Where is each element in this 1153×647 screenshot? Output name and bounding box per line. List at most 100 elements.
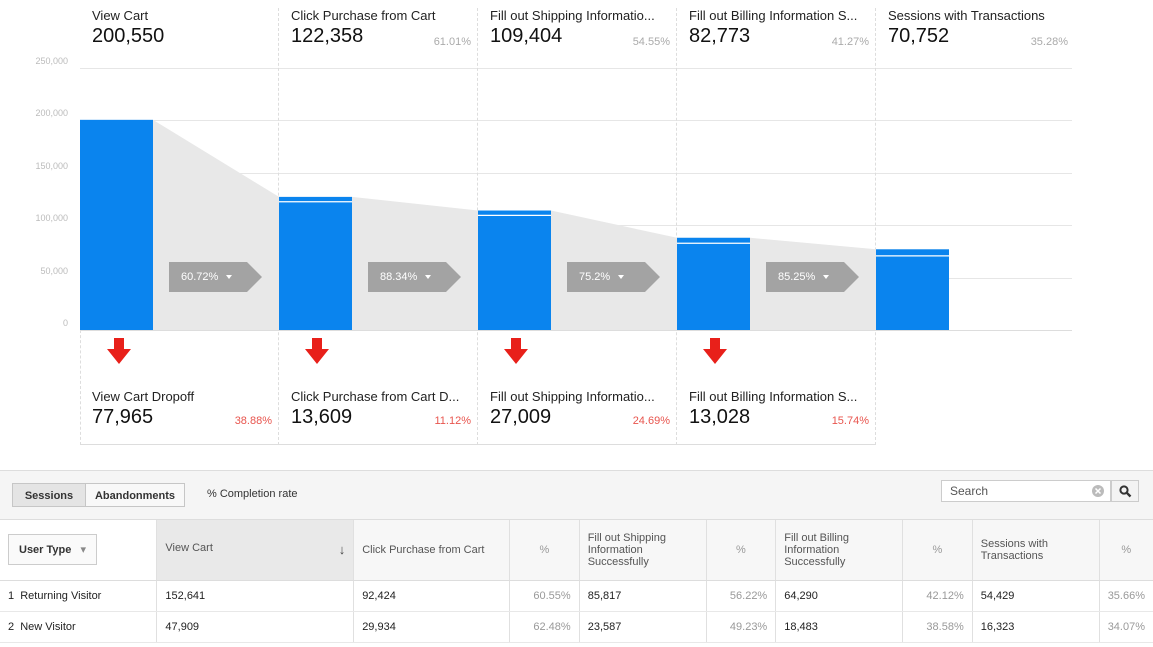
table-cell: 152,641 [156, 580, 355, 612]
column-header-percent[interactable]: % [1099, 520, 1153, 581]
funnel-bar[interactable] [677, 237, 750, 330]
dropoff-percent: 38.88% [234, 415, 272, 427]
table-cell: 60.55% [509, 580, 580, 612]
header-label: View Cart [165, 542, 213, 555]
stage-percent: 61.01% [433, 36, 471, 48]
column-header-percent[interactable]: % [902, 520, 973, 581]
dropoff-value: 13,028 [689, 406, 751, 428]
table-cell: 42.12% [902, 580, 973, 612]
y-tick: 50,000 [40, 266, 68, 276]
funnel-bar[interactable] [80, 119, 153, 330]
stage-name: Click Purchase from Cart [291, 8, 436, 23]
completion-rate-label[interactable]: % Completion rate [207, 488, 298, 500]
table-cell: 29,934 [353, 611, 511, 643]
stage-value: 82,773 [689, 25, 751, 47]
dropoff-arrow-icon [703, 338, 727, 364]
column-header[interactable]: Sessions with Transactions [972, 520, 1100, 581]
stage-value: 70,752 [888, 25, 950, 47]
chevron-right-icon [645, 262, 660, 292]
table-cell: 92,424 [353, 580, 511, 612]
table-cell: 16,323 [972, 611, 1100, 643]
row-label[interactable]: 1 Returning Visitor [0, 580, 158, 612]
table-cell: 49.23% [706, 611, 777, 643]
sessions-toggle[interactable]: Sessions [12, 483, 86, 507]
chevron-right-icon [844, 262, 859, 292]
gridline [80, 173, 1072, 174]
dropoff-card[interactable]: Fill out Shipping Informatio... 27,009 2… [478, 375, 676, 445]
dropoff-name: Fill out Billing Information S... [689, 389, 858, 404]
table-cell: 18,483 [775, 611, 904, 643]
table-toolbar: Sessions Abandonments % Completion rate … [0, 470, 1153, 520]
caret-down-icon [823, 275, 830, 280]
table-row: 2 New Visitor 47,909 29,934 62.48% 23,58… [0, 611, 1153, 643]
conversion-rate-value: 88.34% [380, 271, 418, 283]
stage-header: View Cart 200,550 [80, 8, 278, 68]
gridline [80, 68, 1072, 69]
dropoff-value: 77,965 [92, 406, 154, 428]
stage-name: Sessions with Transactions [888, 8, 1045, 23]
column-header[interactable]: Click Purchase from Cart [353, 520, 511, 581]
stage-header: Click Purchase from Cart 122,358 61.01% [279, 8, 477, 68]
column-header[interactable]: Fill out Billing Information Successfull… [775, 520, 904, 581]
dropoff-name: Fill out Shipping Informatio... [490, 389, 655, 404]
column-header[interactable]: Fill out Shipping Information Successful… [579, 520, 707, 581]
column-header-percent[interactable]: % [509, 520, 580, 581]
chevron-right-icon [247, 262, 262, 292]
dropoff-value: 27,009 [490, 406, 552, 428]
dropoff-card[interactable]: Fill out Billing Information S... 13,028… [677, 375, 875, 445]
dropoff-card[interactable]: Click Purchase from Cart D... 13,609 11.… [279, 375, 477, 445]
table-cell: 47,909 [156, 611, 355, 643]
y-tick: 250,000 [35, 56, 68, 66]
dropoff-arrow-icon [305, 338, 329, 364]
stage-value: 109,404 [490, 25, 563, 47]
sort-down-icon: ↓ [338, 542, 346, 558]
dropoff-arrow-icon [107, 338, 131, 364]
search-icon [1119, 485, 1132, 498]
column-header-percent[interactable]: % [706, 520, 777, 581]
table-cell: 54,429 [972, 580, 1100, 612]
abandonments-toggle[interactable]: Abandonments [85, 483, 185, 507]
table-cell: 35.66% [1099, 580, 1153, 612]
dropoff-percent: 11.12% [434, 415, 472, 427]
dropoff-percent: 15.74% [831, 415, 869, 427]
stage-name: Fill out Shipping Informatio... [490, 8, 655, 23]
table-cell: 64,290 [775, 580, 904, 612]
conversion-rate-value: 60.72% [181, 271, 219, 283]
table-cell: 34.07% [1099, 611, 1153, 643]
user-type-header: User Type ▾ [0, 520, 158, 581]
stage-header: Fill out Billing Information S... 82,773… [677, 8, 875, 68]
stage-header: Sessions with Transactions 70,752 35.28% [876, 8, 1074, 68]
funnel-bar[interactable] [279, 196, 352, 330]
search-button[interactable] [1111, 480, 1139, 502]
y-tick: 200,000 [35, 108, 68, 118]
dropoff-percent: 24.69% [632, 415, 670, 427]
stage-value: 200,550 [92, 25, 165, 47]
column-header-view-cart[interactable]: View Cart ↓ [156, 520, 355, 581]
caret-down-icon [226, 275, 233, 280]
dropoff-value: 13,609 [291, 406, 353, 428]
search-input[interactable]: Search [941, 480, 1111, 502]
table-cell: 38.58% [902, 611, 973, 643]
stage-header: Fill out Shipping Informatio... 109,404 … [478, 8, 676, 68]
gridline [80, 330, 1072, 331]
funnel-bar[interactable] [876, 249, 949, 330]
dropoff-name: Click Purchase from Cart D... [291, 389, 460, 404]
row-label[interactable]: 2 New Visitor [0, 611, 158, 643]
funnel-chart [80, 119, 949, 330]
y-tick: 100,000 [35, 213, 68, 223]
dropoff-name: View Cart Dropoff [92, 389, 195, 404]
caret-down-icon [618, 275, 625, 280]
column-divider [80, 330, 81, 445]
column-divider [676, 8, 677, 445]
search-placeholder: Search [950, 484, 989, 498]
dropoff-card[interactable]: View Cart Dropoff 77,965 38.88% [80, 375, 278, 445]
clear-icon[interactable] [1092, 485, 1104, 497]
y-tick: 0 [62, 318, 68, 328]
funnel-bar[interactable] [478, 210, 551, 330]
user-type-dropdown[interactable]: User Type ▾ [8, 534, 97, 566]
table-cell: 23,587 [579, 611, 707, 643]
dropoff-arrow-icon [504, 338, 528, 364]
table-cell: 56.22% [706, 580, 777, 612]
y-tick: 150,000 [35, 161, 68, 171]
stage-percent: 54.55% [632, 36, 670, 48]
